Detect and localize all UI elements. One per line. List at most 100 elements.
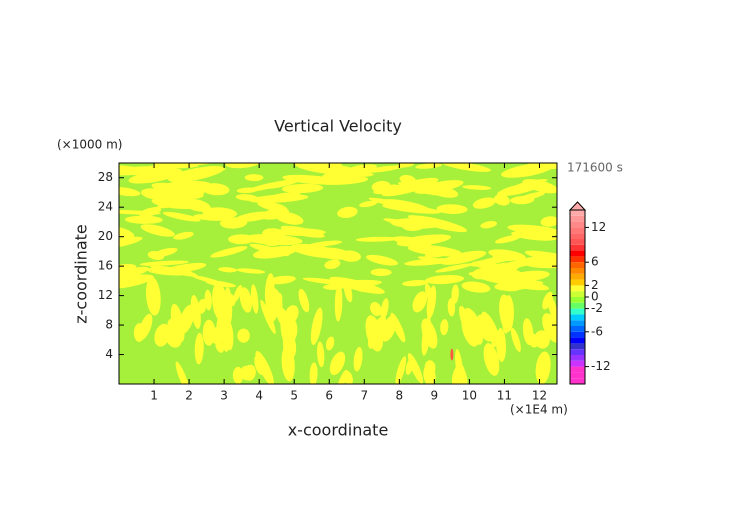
contour-blob (248, 194, 309, 203)
contour-spot (450, 348, 454, 361)
y-tick-label: 12 (98, 288, 113, 302)
contour-blob (243, 234, 303, 246)
colorbar-band (570, 297, 585, 303)
contour-blob (290, 243, 342, 259)
contour-blob (304, 163, 322, 170)
contour-blob (255, 350, 274, 384)
contour-blob (392, 236, 432, 247)
contour-blob (307, 240, 343, 247)
contour-blob (424, 250, 451, 258)
contour-blob (360, 165, 404, 173)
colorbar-band (570, 239, 585, 245)
contour-blob (239, 287, 253, 313)
colorbar-tick-label: 2 (591, 278, 599, 292)
contour-blob (237, 328, 250, 343)
contour-blob (524, 250, 557, 265)
contour-blob (476, 314, 493, 342)
contour-blob (522, 179, 557, 194)
contour-blob (133, 323, 145, 342)
contour-blob (474, 274, 513, 285)
contour-blob (494, 194, 510, 206)
x-tick-label: 7 (360, 389, 368, 403)
y-unit: (×1000 m) (57, 138, 122, 152)
contour-blob (522, 318, 534, 346)
contour-blob (281, 183, 324, 194)
colorbar-tick-label: -6 (591, 324, 603, 338)
contour-blob (355, 236, 400, 242)
contour-blob (424, 274, 465, 285)
contour-blob (491, 335, 500, 348)
contour-blob (145, 276, 161, 316)
colorbar-band (570, 308, 585, 315)
contour-blob (173, 231, 194, 240)
colorbar-band (570, 291, 585, 297)
contour-blob (175, 361, 190, 384)
y-axis-label: z-coordinate (72, 224, 91, 324)
contour-blob (119, 266, 149, 279)
contour-blob (414, 180, 464, 194)
contour-blob (139, 260, 189, 266)
contour-blob (280, 225, 325, 238)
contour-blob (441, 163, 492, 172)
contour-blob (370, 302, 382, 317)
x-tick-label: 6 (325, 389, 333, 403)
colorbar-band (570, 378, 585, 384)
colorbar-band (570, 320, 585, 326)
time-label: 171600 s (567, 161, 623, 175)
contour-blob (481, 255, 515, 262)
colorbar-band (570, 331, 585, 338)
contour-blob (124, 215, 163, 224)
contour-blob (440, 250, 487, 265)
colorbar-band (570, 250, 585, 257)
contour-blob (235, 211, 274, 222)
contour-blob (193, 213, 228, 221)
contour-blob (343, 280, 353, 303)
contour-blob (412, 291, 428, 313)
contour-blob (119, 236, 143, 249)
contour-blob (119, 209, 161, 215)
x-tick-label: 1 (150, 389, 158, 403)
contour-blob (436, 204, 468, 214)
contour-blob (480, 221, 498, 229)
contour-blob (534, 330, 550, 349)
contour-blob (542, 313, 557, 343)
contour-blob (119, 226, 135, 240)
contour-blob (236, 268, 266, 274)
contour-blob (162, 211, 201, 222)
contour-blob (250, 284, 259, 314)
contour-blob (417, 256, 445, 263)
x-tick-label: 3 (220, 389, 228, 403)
colorbar-band (570, 244, 585, 251)
contour-blob (183, 198, 211, 212)
contour-blob (268, 275, 296, 285)
y-tick-label: 28 (98, 170, 113, 184)
contour-blob (274, 211, 304, 225)
contour-blob (461, 281, 491, 293)
colorbar-band (570, 210, 585, 216)
y-tick-label: 16 (98, 259, 113, 273)
contour-blob (359, 200, 378, 208)
contour-blob (343, 370, 353, 384)
contour-blob (461, 311, 474, 340)
contour-blob (298, 288, 310, 313)
contour-blob (483, 343, 500, 376)
colorbar-band (570, 256, 585, 263)
colorbar-tick-label: 0 (591, 290, 599, 304)
contour-blob (366, 254, 398, 266)
contour-blob (260, 299, 276, 334)
colorbar-tick-label: 12 (591, 220, 606, 234)
contour-blob (223, 286, 233, 327)
colorbar-band (570, 343, 585, 350)
contour-blob (119, 274, 155, 289)
contour-blob (202, 319, 216, 346)
x-tick-label: 5 (290, 389, 298, 403)
contour-blob (276, 306, 289, 328)
contour-blob (402, 280, 429, 287)
colorbar-band (570, 326, 585, 332)
contour-blob (435, 263, 473, 273)
colorbar-band (570, 314, 585, 321)
y-tick-label: 4 (105, 347, 113, 361)
contour-blob (201, 183, 230, 196)
contour-blob (353, 346, 363, 372)
contour-blob (232, 366, 244, 384)
